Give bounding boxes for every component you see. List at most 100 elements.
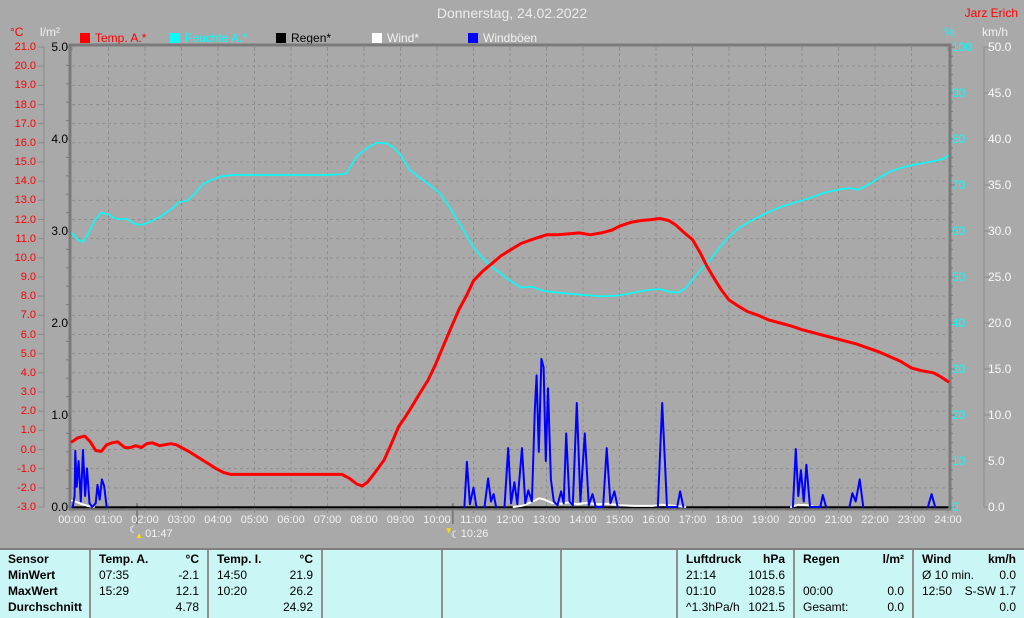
y-label-temp: 10.0 <box>14 251 36 264</box>
table-cell-value: 0.0 <box>887 600 904 614</box>
y-label-temp: 13.0 <box>14 194 36 207</box>
y-label-wind: 10.0 <box>988 408 1012 422</box>
y-label-humidity: 20 <box>952 408 966 422</box>
table-cell-value: 0.0 <box>999 600 1016 614</box>
table-cell-time: 10:20 <box>217 584 248 598</box>
axis-unit-wind: km/h <box>982 25 1009 39</box>
y-label-rain: 1.0 <box>51 408 68 422</box>
legend-item-tempa: Temp. A.* <box>80 31 146 45</box>
table-cell-value: 1015.6 <box>748 568 785 582</box>
table-column-unit: hPa <box>762 552 785 566</box>
y-label-temp: 9.0 <box>20 271 36 283</box>
table-cell-time: 14:50 <box>217 568 248 582</box>
y-label-temp: 12.0 <box>14 213 36 226</box>
table-cell-time: 15:29 <box>99 584 130 598</box>
y-label-temp: -1.0 <box>17 462 36 475</box>
x-label-hour: 17:00 <box>678 514 707 526</box>
moon-glyph: ☾ <box>450 530 460 541</box>
legend-swatch <box>170 33 180 43</box>
series-tempa <box>70 217 950 488</box>
y-label-wind: 35.0 <box>988 178 1012 192</box>
table-column: Luftdruck hPa 21:14 1015.6 01:10 1028.5 ^1.3hP… <box>676 550 793 618</box>
table-column-name: Wind <box>922 552 952 566</box>
y-label-wind: 25.0 <box>988 270 1012 284</box>
series-windben <box>656 402 685 508</box>
y-label-temp: 15.0 <box>14 156 36 168</box>
y-label-humidity: 50 <box>952 270 966 284</box>
y-label-temp: 4.0 <box>20 366 36 379</box>
table-cell-value: S-SW 1.7 <box>964 584 1016 598</box>
table-column <box>560 550 676 618</box>
table-cell-value: 0.0 <box>887 584 904 598</box>
table-column <box>321 550 441 618</box>
y-label-humidity: 60 <box>952 224 966 238</box>
x-label-hour: 20:00 <box>788 514 816 526</box>
table-cell-value: 21.9 <box>289 568 313 582</box>
legend-label: Feuchte A.* <box>185 31 248 45</box>
table-cell-time: 07:35 <box>99 568 130 582</box>
y-label-wind: 15.0 <box>988 362 1012 376</box>
table-cell-time: ^1.3hPa/h <box>686 600 740 614</box>
table-column-name: Temp. A. <box>99 552 149 566</box>
y-label-wind: 40.0 <box>988 132 1012 146</box>
y-label-temp: 21.0 <box>14 41 36 53</box>
legend-swatch <box>468 33 478 43</box>
y-label-temp: 17.0 <box>14 117 36 130</box>
table-cell-value: 0.0 <box>999 568 1016 582</box>
x-label-hour: 09:00 <box>386 514 415 526</box>
legend-item-wind: Wind* <box>372 31 419 45</box>
table-cell-value: 1028.5 <box>748 584 785 598</box>
x-label-hour: 07:00 <box>313 514 342 526</box>
y-label-temp: 20.0 <box>14 60 36 73</box>
moonset-icon: ☾ ▼ <box>445 527 460 541</box>
y-label-humidity: 30 <box>952 362 966 376</box>
y-label-humidity: 40 <box>952 316 966 330</box>
y-label-temp: -3.0 <box>17 501 36 513</box>
table-row-header: MaxWert <box>8 584 58 598</box>
series-wind <box>71 499 95 508</box>
y-label-wind: 45.0 <box>988 86 1012 100</box>
author-label: Jarz Erich <box>964 6 1018 20</box>
x-label-hour: 03:00 <box>167 514 196 526</box>
y-label-humidity: 100 <box>952 40 973 54</box>
y-label-temp: 8.0 <box>20 290 36 303</box>
x-label-hour: 14:00 <box>569 514 597 526</box>
axis-unit-rain: l/m² <box>40 25 60 39</box>
legend-item-windben: Windböen <box>468 31 537 45</box>
x-label-hour: 10:00 <box>423 514 451 526</box>
page-title: Donnerstag, 24.02.2022 <box>436 5 588 21</box>
y-label-wind: 5.0 <box>988 454 1005 468</box>
y-label-temp: 19.0 <box>14 79 36 92</box>
y-label-temp: 2.0 <box>20 405 36 418</box>
moon-glyph: ☾ <box>129 525 139 536</box>
table-cell-time: 12:50 <box>922 584 953 598</box>
table-column-unit: °C <box>299 552 313 566</box>
y-label-rain: 5.0 <box>51 40 68 54</box>
legend-swatch <box>276 33 286 43</box>
series-windben <box>483 477 498 508</box>
table-cell-time: 21:14 <box>686 568 717 582</box>
legend-item-regen: Regen* <box>276 31 331 45</box>
table-cell-value: 4.78 <box>175 600 199 614</box>
table-cell-time: 01:10 <box>686 584 717 598</box>
table-row-header: Durchschnitt <box>8 600 83 614</box>
table-column-unit: °C <box>185 552 199 566</box>
series-windben <box>463 460 478 508</box>
y-label-temp: 6.0 <box>20 328 36 341</box>
sensor-summary-table: Sensor MinWert MaxWert Durchschnitt Temp. A.… <box>0 548 1024 618</box>
legend-label: Wind* <box>387 31 420 45</box>
axis-unit-humidity: % <box>944 25 955 39</box>
series-windben <box>791 448 828 508</box>
y-label-humidity: 10 <box>952 454 966 468</box>
y-label-temp: 1.0 <box>20 424 36 437</box>
y-label-wind: 20.0 <box>988 316 1012 330</box>
y-label-rain: 2.0 <box>51 316 68 330</box>
legend-item-feuchtea: Feuchte A.* <box>170 31 247 45</box>
legend-swatch <box>80 33 90 43</box>
table-column-name: Temp. I. <box>217 552 262 566</box>
table-column: Wind km/h Ø 10 min. 0.0 12:50 S-SW 1.7 0.0 <box>912 550 1024 618</box>
y-label-wind: 0.0 <box>988 500 1005 514</box>
legend-swatch <box>372 33 382 43</box>
table-column-unit: l/m² <box>882 552 904 566</box>
